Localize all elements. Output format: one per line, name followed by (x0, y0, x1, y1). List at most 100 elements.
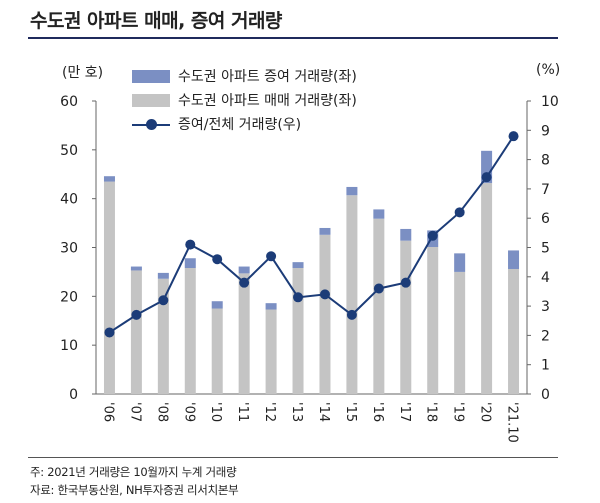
sale-bar (157, 278, 169, 394)
ratio-point (373, 283, 384, 294)
gift-bar (265, 303, 277, 310)
sale-bar (265, 309, 277, 394)
left-tick-label: 20 (60, 289, 78, 305)
legend-label-gift: 수도권 아파트 증여 거래량(좌) (178, 69, 357, 85)
ratio-point (239, 277, 250, 288)
footnote: 주: 2021년 거래량은 10월까지 누계 거래량 (30, 465, 237, 479)
right-tick-label: 2 (541, 328, 550, 344)
ratio-point (131, 309, 142, 320)
x-tick-label: '06 (100, 402, 115, 422)
right-tick-label: 6 (541, 211, 550, 227)
right-tick-label: 4 (541, 270, 550, 286)
x-tick-label: '21.10 (505, 402, 520, 443)
legend-swatch-gift (132, 69, 170, 83)
sale-bar (454, 271, 466, 394)
sale-bar (292, 268, 304, 394)
title-divider (28, 37, 558, 39)
x-tick-label: '15 (343, 402, 358, 422)
ratio-point (158, 295, 169, 306)
ratio-point (266, 251, 277, 262)
x-tick-label: '18 (424, 402, 439, 422)
gift-bar (481, 150, 493, 184)
sale-bar (319, 234, 331, 394)
sale-bar (238, 273, 250, 394)
ratio-point (454, 207, 465, 218)
x-tick-label: '08 (154, 402, 169, 422)
gift-bar (238, 266, 250, 274)
sale-bar (373, 218, 385, 394)
legend-swatch-sale (132, 93, 170, 107)
gift-bar (130, 266, 142, 271)
sale-bar (130, 270, 142, 394)
gift-bar (157, 272, 169, 279)
x-tick-label: '10 (208, 402, 223, 422)
left-axis-unit: (만 호) (62, 65, 104, 81)
left-tick-label: 30 (60, 241, 78, 257)
ratio-point (212, 254, 223, 265)
ratio-point (508, 131, 519, 142)
x-tick-label: '07 (127, 402, 142, 422)
sale-bar (103, 181, 115, 394)
ratio-point (293, 292, 304, 303)
x-tick-label: '11 (235, 402, 250, 422)
ratio-point (427, 230, 438, 241)
ratio-point (185, 239, 196, 250)
sale-bar (481, 183, 493, 394)
right-tick-label: 8 (541, 153, 550, 169)
gift-bar (454, 253, 466, 272)
sale-bar (427, 247, 439, 394)
footer-divider (28, 457, 558, 458)
left-tick-label: 40 (60, 192, 78, 208)
gift-bar (211, 301, 223, 309)
gift-bar (292, 262, 304, 269)
chart-title: 수도권 아파트 매매, 증여 거래량 (30, 10, 282, 32)
right-tick-label: 7 (541, 182, 550, 198)
ratio-point (400, 277, 411, 288)
legend-label-sale: 수도권 아파트 매매 거래량(좌) (178, 93, 357, 109)
legend-swatch-ratio (132, 118, 170, 131)
gift-bar (508, 250, 520, 269)
ratio-point (104, 327, 115, 338)
legend-item-sale: 수도권 아파트 매매 거래량(좌) (132, 88, 357, 112)
right-tick-label: 1 (541, 358, 550, 374)
x-tick-label: '20 (478, 402, 493, 422)
gift-bar (373, 209, 385, 219)
left-tick-label: 0 (69, 387, 78, 403)
sale-bar (400, 240, 412, 394)
gift-bar (400, 228, 412, 241)
x-tick-label: '14 (316, 402, 331, 422)
ratio-point (481, 172, 492, 183)
sale-bar (184, 268, 196, 394)
ratio-line (108, 135, 515, 334)
right-tick-label: 9 (541, 123, 550, 139)
ratio-point (346, 309, 357, 320)
sale-bar (211, 308, 223, 394)
sale-bar (346, 195, 358, 394)
ratio-point (319, 289, 330, 300)
gift-bar (103, 176, 115, 182)
left-tick-label: 10 (60, 338, 78, 354)
left-tick-label: 50 (60, 143, 78, 159)
legend-item-ratio: 증여/전체 거래량(우) (132, 112, 357, 136)
right-tick-label: 3 (541, 299, 550, 315)
right-tick-label: 0 (541, 387, 550, 403)
legend-label-ratio: 증여/전체 거래량(우) (178, 117, 302, 133)
source-note: 자료: 한국부동산원, NH투자증권 리서치본부 (30, 483, 239, 497)
right-tick-label: 5 (541, 241, 550, 257)
x-tick-label: '17 (397, 402, 412, 422)
gift-bar (319, 227, 331, 235)
right-tick-label: 10 (541, 94, 559, 110)
x-tick-label: '19 (451, 402, 466, 422)
x-tick-label: '13 (289, 402, 304, 422)
legend-item-gift: 수도권 아파트 증여 거래량(좌) (132, 64, 357, 88)
left-tick-label: 60 (60, 94, 78, 110)
x-tick-label: '16 (370, 402, 385, 422)
gift-bar (184, 258, 196, 269)
chart-legend: 수도권 아파트 증여 거래량(좌) 수도권 아파트 매매 거래량(좌) 증여/전… (132, 64, 357, 136)
x-tick-label: '12 (262, 402, 277, 422)
right-axis-unit: (%) (536, 62, 561, 78)
x-tick-label: '09 (181, 402, 196, 422)
sale-bar (508, 268, 520, 394)
gift-bar (346, 186, 358, 196)
